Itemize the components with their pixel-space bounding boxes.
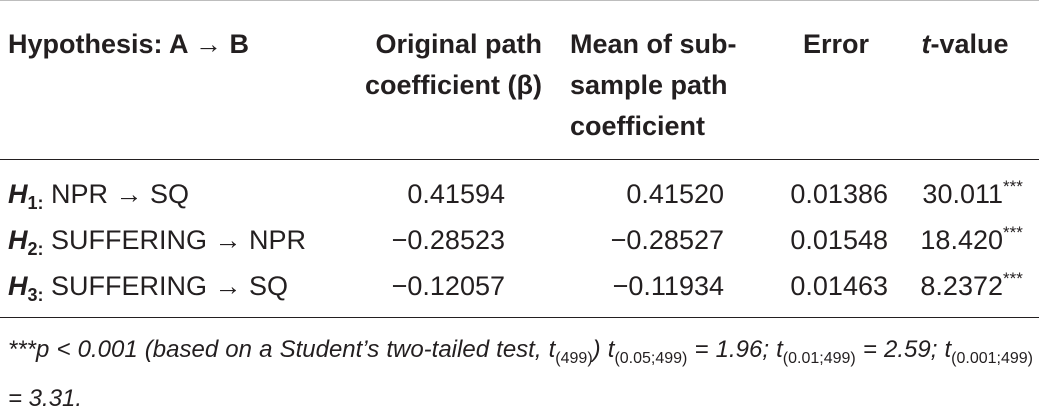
error-cell: 0.01548	[790, 225, 888, 255]
hypothesis-cell: H3: SUFFERING → SQ	[8, 262, 288, 313]
hypothesis-label: NPR → SQ	[43, 179, 190, 209]
significance-stars: ***	[1003, 177, 1023, 196]
header-col2-line2: coefficient (β)	[365, 70, 542, 100]
hypothesis-cell: H2: SUFFERING → NPR	[8, 216, 306, 267]
header-hypothesis: Hypothesis: A → B	[8, 29, 250, 59]
header-col3-line3: coefficient	[570, 111, 706, 141]
body-rule	[0, 317, 1039, 318]
hypothesis-letter: H	[8, 271, 28, 301]
footnote-subscript: (0.01;499)	[782, 349, 856, 367]
hypothesis-label: SUFFERING → SQ	[43, 271, 289, 301]
significance-stars: ***	[1003, 223, 1023, 242]
top-rule	[0, 0, 1039, 1]
header-col3-line2: sample path	[570, 70, 728, 100]
header-col2-line1: Original path	[375, 29, 542, 59]
hypothesis-letter: H	[8, 225, 28, 255]
t-value-cell: 30.011 ***	[922, 170, 1022, 218]
header-mean-subsample-coefficient: Mean of sub- sample path coefficient	[570, 24, 745, 147]
header-rule	[0, 159, 1039, 160]
hypothesis-subscript: 1:	[27, 193, 44, 213]
table-row: H3: SUFFERING → SQ −0.12057 −0.11934 0.0…	[0, 262, 1039, 310]
footnote-part: ***p < 0.001 (based on a Student’s two-t…	[8, 336, 556, 363]
t-value-number: 8.2372	[920, 271, 1003, 301]
header-error: Error	[802, 29, 870, 59]
footnote-part: = 2.59; t	[855, 336, 952, 363]
hypothesis-letter: H	[8, 179, 28, 209]
header-t-value: t-value	[900, 24, 1030, 65]
header-col3-line1: Mean of sub-	[570, 29, 737, 59]
hypothesis-subscript: 3:	[27, 285, 44, 305]
mean-cell: −0.28527	[610, 225, 724, 255]
footnote-subscript: (0.001;499)	[951, 349, 1033, 367]
footnote-part: = 3.31.	[8, 384, 83, 412]
header-original-path-coefficient: Original path coefficient (β)	[332, 24, 542, 106]
footnote-part: ) t	[592, 336, 615, 363]
error-cell: 0.01463	[790, 271, 888, 301]
footnote-subscript: (499)	[555, 349, 593, 367]
header-t-italic: t	[921, 29, 931, 59]
t-value-number: 30.011	[922, 179, 1003, 209]
table-row: H1: NPR → SQ 0.41594 0.41520 0.01386 30.…	[0, 170, 1039, 218]
header-t-rest: -value	[930, 29, 1009, 59]
hypothesis-cell: H1: NPR → SQ	[8, 170, 189, 221]
hypothesis-label: SUFFERING → NPR	[43, 225, 307, 255]
t-value-cell: 18.420 ***	[920, 216, 1022, 264]
beta-cell: −0.28523	[391, 225, 505, 255]
beta-cell: −0.12057	[391, 271, 505, 301]
footnote-part: = 1.96; t	[687, 336, 783, 363]
t-value-number: 18.420	[920, 225, 1003, 255]
mean-cell: −0.11934	[612, 271, 724, 301]
error-cell: 0.01386	[790, 179, 888, 209]
mean-cell: 0.41520	[626, 179, 724, 209]
table-row: H2: SUFFERING → NPR −0.28523 −0.28527 0.…	[0, 216, 1039, 264]
t-value-cell: 8.2372 ***	[920, 262, 1022, 310]
hypothesis-subscript: 2:	[27, 239, 44, 259]
footnote-subscript: (0.05;499)	[614, 349, 688, 367]
beta-cell: 0.41594	[407, 179, 505, 209]
significance-stars: ***	[1003, 269, 1023, 288]
table-footnote: ***p < 0.001 (based on a Student’s two-t…	[8, 330, 1033, 419]
